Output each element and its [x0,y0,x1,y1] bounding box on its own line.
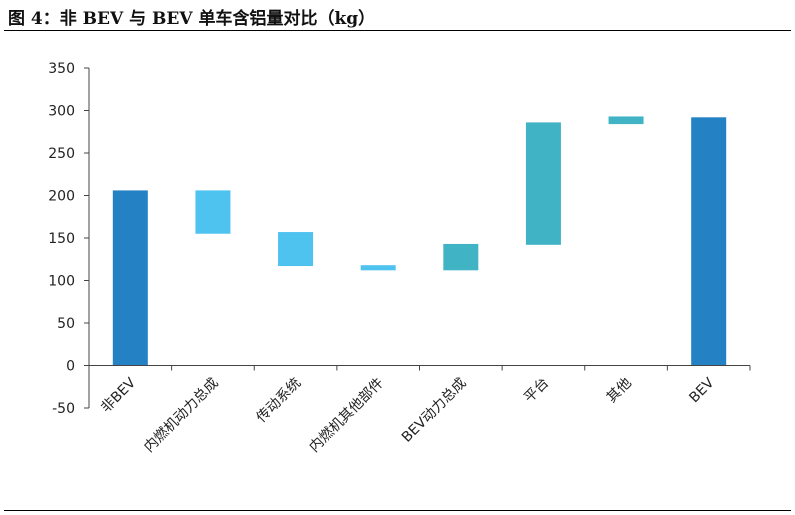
y-tick-label: 250 [48,146,75,162]
x-axis: 非BEV 内燃机动力总成 传动系统 内燃机其他部件 BEV动力总成 平台 其他 BEV [88,365,751,456]
bar-4 [360,265,396,271]
bar-1 [112,190,148,366]
y-tick-label: 350 [48,61,75,77]
x-category-label: 传动系统 [253,375,304,426]
y-axis: -50 0 50 100 150 200 250 300 350 [48,61,90,417]
bar-5 [443,243,479,271]
x-category-label: 内燃机动力总成 [140,374,221,455]
x-category-label: BEV动力总成 [399,375,470,446]
x-category-label: 内燃机其他部件 [306,374,387,455]
bar-6 [525,122,561,245]
bar-2 [195,190,231,234]
bars [112,116,727,366]
y-tick-label: -50 [52,401,75,417]
y-tick-label: 0 [66,359,75,375]
y-tick-label: 300 [48,104,75,120]
x-category-label: 平台 [521,375,552,406]
bar-8 [691,117,727,366]
bottom-rule [4,510,791,511]
y-tick-label: 150 [48,231,75,247]
x-category-label: 其他 [604,375,635,406]
y-tick-label: 50 [57,316,75,332]
y-tick-label: 100 [48,274,75,290]
bar-7 [608,116,644,125]
top-rule [4,30,791,31]
figure-title: 图 4：非 BEV 与 BEV 单车含铝量对比（kg） [8,9,376,29]
x-category-label: BEV [686,375,717,406]
x-category-label: 非BEV [98,375,139,416]
y-tick-label: 200 [48,189,75,205]
bar-3 [278,232,314,267]
